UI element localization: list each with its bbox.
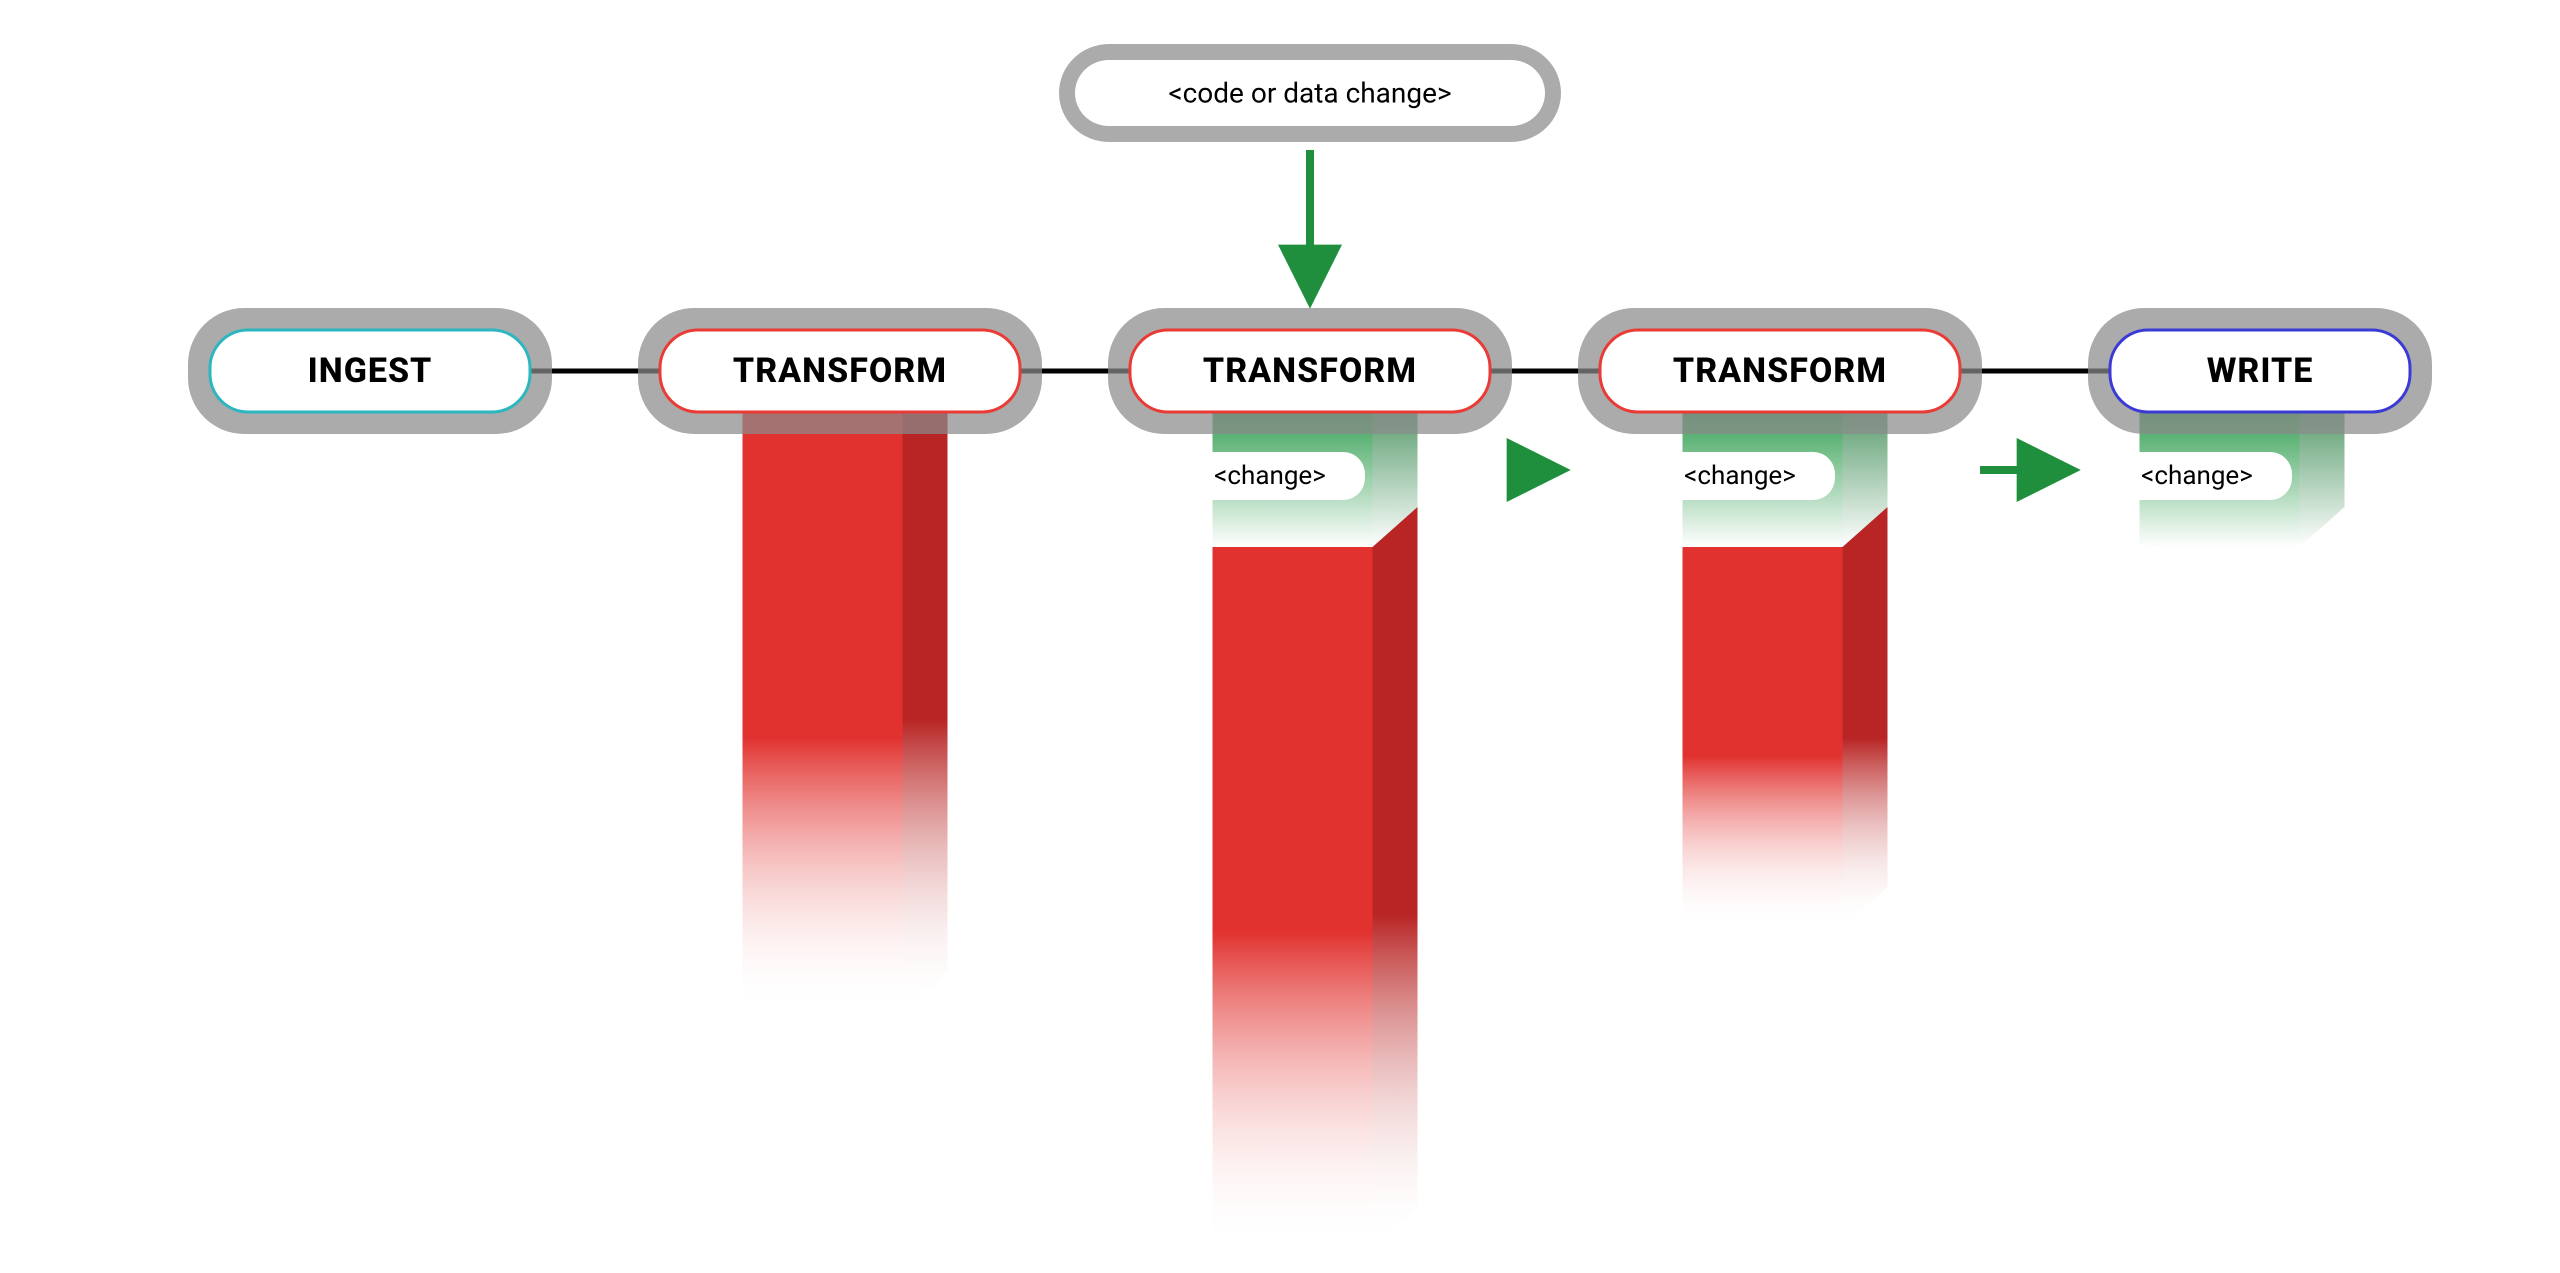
- data-bar-transform1: [743, 362, 948, 1012]
- change-pill-label-transform2: <change>: [1214, 461, 1326, 491]
- node-label-transform3: TRANSFORM: [1673, 351, 1887, 391]
- change-pill-label-transform3: <change>: [1684, 461, 1796, 491]
- data-bar-transform3: [1683, 362, 1888, 927]
- annotation-label: <code or data change>: [1168, 77, 1451, 110]
- node-label-write: WRITE: [2207, 351, 2314, 391]
- node-label-transform2: TRANSFORM: [1203, 351, 1417, 391]
- node-label-transform1: TRANSFORM: [733, 351, 947, 391]
- node-label-ingest: INGEST: [308, 351, 433, 391]
- change-pill-label-write: <change>: [2141, 461, 2253, 491]
